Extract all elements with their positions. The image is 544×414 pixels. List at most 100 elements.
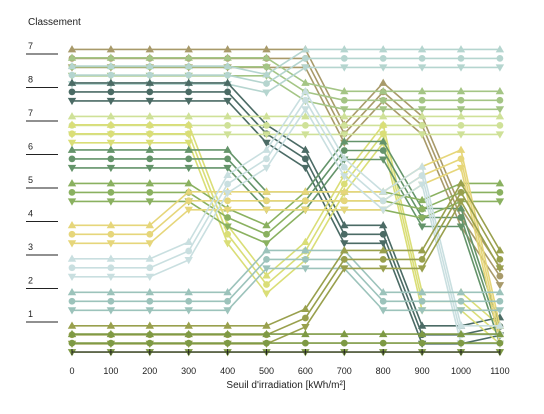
data-point-triangle-down [379, 240, 388, 248]
series-line [72, 98, 500, 336]
data-point-triangle-up [495, 288, 505, 296]
data-point-triangle-up [301, 45, 310, 53]
x-tick-label: 600 [298, 366, 313, 376]
data-point-circle [107, 297, 115, 305]
data-point-triangle-up [184, 78, 193, 86]
x-tick-label: 900 [415, 366, 430, 376]
data-point-triangle-down [456, 106, 466, 114]
data-point-triangle-down [495, 198, 505, 206]
data-point-triangle-up [456, 179, 466, 187]
data-point-circle [379, 297, 387, 305]
rank-label: 7 [28, 108, 33, 118]
x-tick-label: 700 [337, 366, 352, 376]
x-tick-label: 400 [220, 366, 235, 376]
data-point-circle [224, 88, 232, 96]
data-point-triangle-down [417, 106, 427, 114]
data-point-triangle-up [223, 45, 232, 53]
data-point-triangle-up [301, 78, 310, 86]
data-point-triangle-up [262, 329, 271, 338]
data-point-circle [496, 272, 504, 280]
series-12 [67, 179, 505, 348]
data-point-triangle-down [223, 307, 232, 315]
data-point-circle [340, 121, 348, 129]
data-point-triangle-up [417, 45, 427, 53]
data-point-circle [107, 130, 115, 138]
data-point-triangle-up [223, 145, 232, 153]
data-point-circle [379, 197, 387, 205]
data-point-triangle-down [340, 173, 349, 181]
data-point-circle [107, 71, 115, 79]
data-point-triangle-down [184, 257, 193, 265]
data-point-circle [107, 230, 115, 238]
data-point-triangle-up [417, 246, 427, 254]
data-point-triangle-down [456, 223, 466, 231]
data-point-triangle-up [106, 145, 116, 153]
series-line [72, 267, 500, 312]
data-point-triangle-up [145, 45, 154, 53]
data-point-triangle-down [145, 307, 154, 315]
data-point-triangle-up [417, 112, 427, 120]
data-point-triangle-up [145, 120, 154, 128]
data-point-circle [146, 188, 154, 196]
data-point-circle [68, 264, 76, 272]
data-point-triangle-up [145, 221, 154, 229]
data-point-triangle-down [106, 139, 116, 147]
data-point-triangle-down [145, 240, 154, 248]
data-point-triangle-down [340, 131, 349, 139]
data-point-circle [379, 130, 387, 138]
data-point-triangle-up [495, 329, 505, 338]
series-line [72, 66, 500, 94]
data-point-triangle-down [456, 164, 466, 173]
data-point-circle [340, 147, 348, 154]
data-point-triangle-up [145, 78, 154, 86]
data-point-triangle-up [417, 87, 427, 95]
series-line [72, 200, 500, 245]
data-point-triangle-up [379, 329, 388, 338]
data-point-triangle-up [456, 87, 466, 95]
data-point-circle [457, 339, 465, 347]
data-point-circle [68, 155, 76, 163]
data-point-triangle-up [67, 61, 77, 70]
data-point-circle [496, 339, 504, 347]
data-point-circle [146, 71, 154, 79]
data-point-triangle-down [184, 97, 193, 106]
rank-label: 2 [28, 276, 33, 286]
data-point-triangle-up [379, 112, 388, 120]
data-point-circle [418, 121, 426, 129]
data-point-triangle-down [340, 106, 349, 114]
data-point-triangle-up [145, 145, 154, 153]
data-point-circle [340, 54, 348, 62]
data-point-triangle-up [184, 237, 193, 245]
data-point-triangle-up [340, 87, 349, 95]
data-point-triangle-down [340, 206, 349, 214]
data-point-triangle-up [379, 45, 388, 53]
data-point-triangle-up [456, 45, 466, 53]
data-point-triangle-up [340, 329, 349, 338]
data-point-triangle-down [417, 181, 427, 189]
data-point-triangle-up [106, 53, 116, 61]
data-point-triangle-down [301, 106, 310, 114]
data-point-circle [379, 339, 387, 347]
data-point-triangle-up [223, 53, 232, 61]
data-point-circle [224, 339, 232, 347]
data-point-circle [68, 71, 76, 79]
data-point-triangle-down [301, 164, 310, 173]
data-point-triangle-up [417, 195, 427, 204]
data-point-triangle-down [340, 265, 349, 273]
data-point-triangle-up [301, 87, 310, 95]
data-point-triangle-down [495, 282, 505, 290]
data-point-circle [185, 197, 193, 205]
data-point-circle [263, 63, 270, 71]
data-point-triangle-down [145, 273, 154, 281]
data-point-triangle-up [106, 221, 116, 229]
data-point-circle [107, 188, 115, 196]
data-point-triangle-down [262, 139, 271, 147]
data-point-triangle-up [67, 120, 77, 128]
data-point-triangle-up [340, 246, 349, 254]
data-point-circle [185, 297, 193, 305]
data-point-triangle-up [340, 187, 349, 195]
data-point-triangle-up [184, 187, 193, 195]
data-point-triangle-up [340, 112, 349, 120]
data-point-circle [263, 197, 270, 205]
data-point-circle [302, 155, 309, 163]
